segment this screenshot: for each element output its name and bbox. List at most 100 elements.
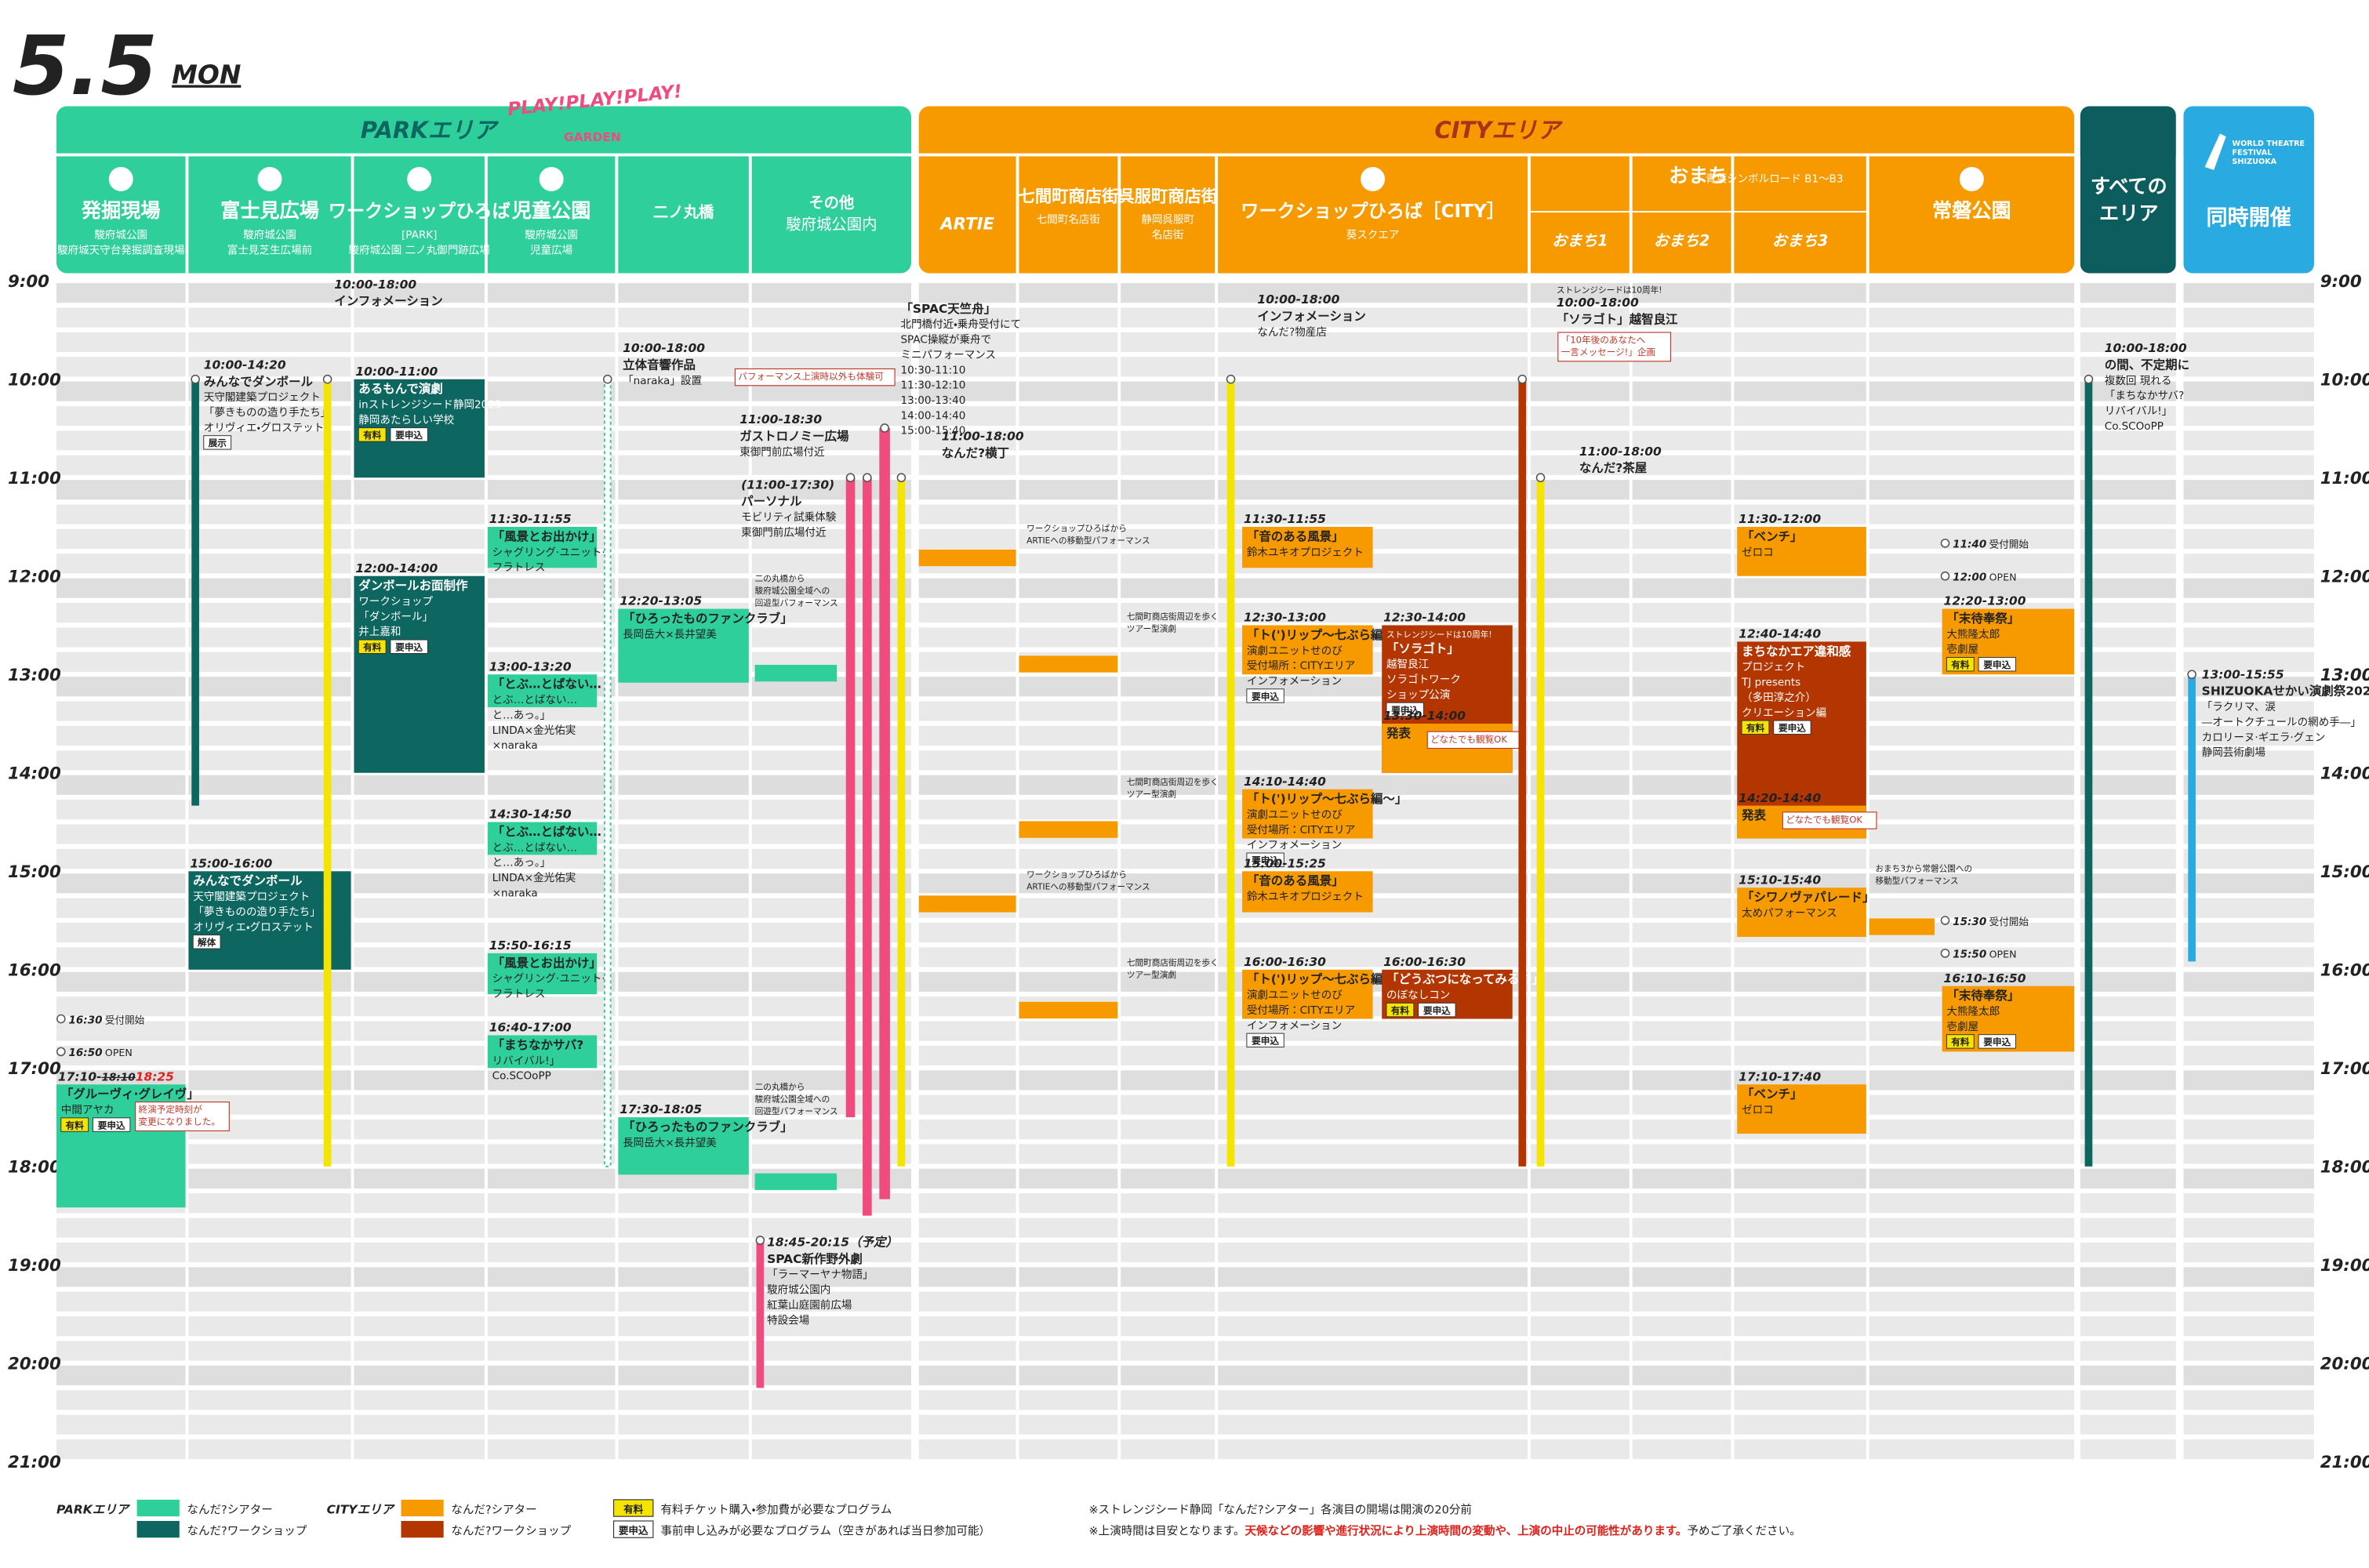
time-label: 20:00 [2320,1355,2369,1374]
event-line: 越智良江 [1386,659,1429,671]
column-icon [1361,166,1386,191]
event-line: 紅葉山庭園前広場 [767,1298,852,1312]
event-line: OPEN [1989,949,2017,960]
all-area-label: すべての [2091,175,2167,198]
event-line: 「夢きものの造り手たち」 [193,906,321,918]
event-bar [191,379,199,806]
area-gap [911,156,919,1462]
time: 10:00-18:00 [334,278,416,292]
time: 15:00-15:25 [1244,856,1326,870]
column-sub: 青葉シンボルロード B1〜B3 [1706,172,1844,185]
time: 12:40-14:40 [1739,627,1821,641]
event-line: インフォメーション [334,294,442,308]
event-line: 天守閣建築プロジェクト [193,891,310,903]
event-block [618,608,749,683]
time-label: 14:00 [2320,764,2369,784]
event-time: 12:00 [1953,572,1986,584]
event-bar [1536,477,1545,1167]
tag [203,435,232,450]
legend-city: CITYエリア [327,1502,396,1516]
rove-note: 七間町商店街周辺を歩く [1127,777,1219,787]
event-line: 「まちなかサバ? [2105,390,2184,402]
column-sub: 名店街 [1152,229,1184,241]
time-label: 16:00 [8,961,61,981]
event-line: 14:00-14:40 [900,409,965,422]
column-name: 発掘現場 [81,199,161,222]
time-label: 9:00 [2320,272,2362,292]
event-line: 井上嘉和 [358,626,401,638]
grid-row [56,1094,2314,1115]
event-time: 14:20-14:40 [1739,791,1821,805]
tag-label: 要申込 [1391,705,1419,716]
event-line: インフォメーション [1247,675,1342,688]
event: 10:00-14:20 みんなでダンボール天守閣建築プロジェクト「夢きものの造り手… [191,358,331,806]
tag [1246,1033,1284,1048]
column-name: 富士見広場 [220,199,319,222]
event-line: Co.SCOoPP [492,1070,551,1083]
event-line: 10:30-11:10 [900,364,965,376]
event-bar [2084,379,2093,1167]
column-divider [1016,156,1019,1462]
grid-row [56,1414,2314,1435]
event-bar [897,477,906,1167]
grid: 9:00 9:00 10:00 10:00 11:00 11:00 12:00 12:00 13… [8,156,2369,1472]
note: ※上演時間は目安となります。天候などの影響や進行状況により上演時間の変動や、上演… [1089,1523,1801,1537]
tag [1773,720,1811,735]
event-block [487,1035,598,1069]
time-label: 16:00 [2320,961,2369,981]
time: 17:10-17:40 [1739,1069,1821,1083]
grid-row [56,824,2314,844]
event-line: 「風景とお出かけ」 [492,528,601,543]
event-line: フラトレス [492,988,546,1000]
event-line: 「ト(')リップ〜七ぶら編〜」 [1247,791,1408,806]
bar-start [191,374,200,384]
event-line: 壱劇屋 [1946,643,1978,656]
event: 12:00 OPEN [1940,572,2017,584]
event-line: 長岡岳大×長井望美 [623,1137,717,1149]
event-line: 「ダンボール」 [358,611,433,623]
omachi-divider [1530,211,1866,213]
event-line: ショップ公演 [1386,688,1450,701]
event-note: 「10年後のあなたへ [1561,335,1646,346]
column-divider [351,156,354,1462]
event: 17:10-17:40 「ベンチ」ゼロコ [1737,1069,1866,1134]
event-line: 「SPAC天竺舟」 [900,301,996,316]
event-line: 「シワノヴァパレード」 [1742,890,1874,905]
column-sub: 駿府城天守台発掘調査現場 [57,244,185,256]
rove-note: 回遊型パフォーマンス [755,1106,838,1116]
rove-note: 駿府城公園全域への [755,586,830,596]
event-time: 16:00-16:30 [1244,955,1326,969]
time-label: 21:00 [8,1453,61,1472]
event-time: 18:45-20:15（予定） [767,1236,898,1250]
tag-label: 解体 [197,937,216,948]
event-line: 「どうぶつになってみる!?」 [1386,971,1544,986]
tag-label: 要申込 [1983,659,2011,670]
column-sub: [PARK] [401,229,437,241]
event-line: 受付開始 [1989,539,2029,550]
column-name: その他 [808,194,855,212]
concurrent-label: 同時開催 [2207,206,2291,230]
time-label: 14:00 [8,764,61,784]
event-time: 15:50 [1953,949,1986,961]
event-note: 変更になりました。 [139,1116,220,1127]
event-line: ―オートクチュールの網め手―」 [2202,716,2361,728]
event-line: オリヴィエ・グロステット [193,920,314,934]
event: 15:00-15:25 「音のある風景」鈴木ユキオプロジェクト [1242,856,1373,913]
time: 11:30-11:55 [489,512,572,526]
legend-tag-text: 事前申し込みが必要なプログラム（空きがあれば当日参加可能） [661,1524,991,1537]
time: 16:00-16:30 [1383,955,1466,969]
time: 16:40-17:00 [489,1021,572,1035]
event-line: ゼロコ [1742,546,1774,559]
tag [1946,1034,1975,1049]
event-line: 北門橋付近・乗舟受付にて [900,318,1021,331]
festival-logo: SHIZUOKA [2232,158,2276,166]
time: 14:10-14:40 [1244,775,1326,789]
legend-tag-label: 要申込 [619,1524,649,1536]
event-line: OPEN [1989,572,2017,583]
event-line: なんだ?横丁 [942,445,1009,460]
